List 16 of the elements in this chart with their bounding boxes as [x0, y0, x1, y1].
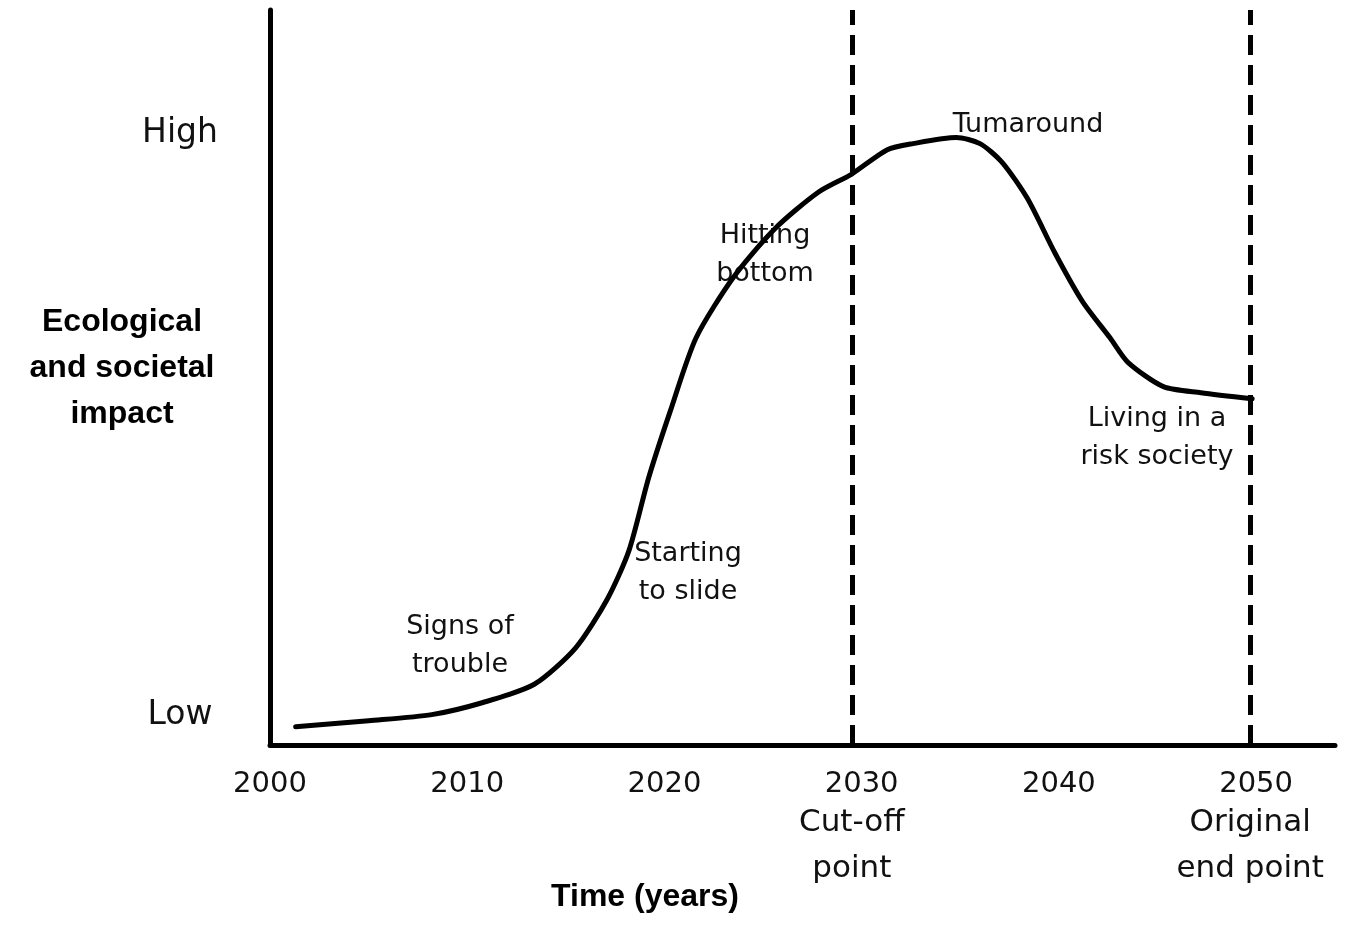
x-tick-label: 2010 [430, 764, 505, 799]
annotation: Signs of trouble [406, 608, 516, 678]
x-tick-label: 2050 [1219, 764, 1294, 799]
text: Low [147, 692, 213, 732]
x-tick-label: 2020 [627, 764, 702, 799]
x-tick-label: 2030 [824, 764, 899, 799]
annotation: Starting to slide [634, 535, 742, 605]
x-axis-title: Time (years) [551, 877, 739, 913]
y-axis-title: Ecological and societal impact [29, 302, 215, 430]
x-tick-label: 2000 [233, 764, 307, 799]
x-tick-label: 2040 [1021, 764, 1096, 799]
annotation: Living in a risk society [1080, 400, 1234, 470]
ref-line-label: Cut-off point [799, 802, 906, 884]
ref-line-label: Original end point [1176, 802, 1324, 884]
text: Tumaround [951, 106, 1104, 138]
text: High [142, 110, 218, 150]
